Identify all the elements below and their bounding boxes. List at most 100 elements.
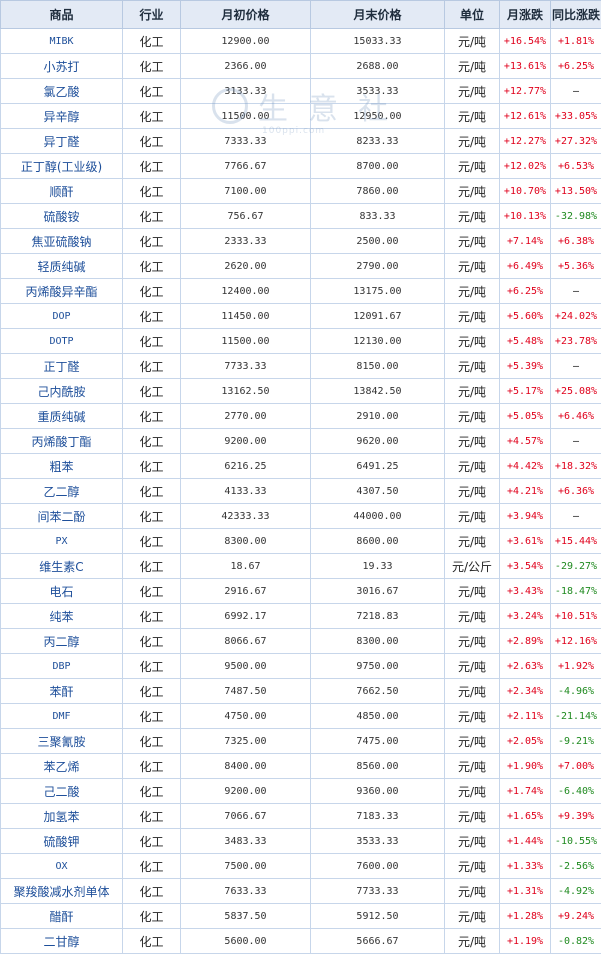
product-name-link[interactable]: DBP: [1, 654, 123, 679]
product-name-link[interactable]: 己二酸: [1, 779, 123, 804]
industry-cell: 化工: [123, 629, 181, 654]
end-price-cell: 7860.00: [311, 179, 445, 204]
yoy-change-cell: -18.47%: [551, 579, 601, 604]
industry-cell: 化工: [123, 204, 181, 229]
unit-cell: 元/吨: [445, 379, 500, 404]
product-name-link[interactable]: 重质纯碱: [1, 404, 123, 429]
product-name-link[interactable]: 异辛醇: [1, 104, 123, 129]
product-name-link[interactable]: 异丁醛: [1, 129, 123, 154]
product-name-link[interactable]: 电石: [1, 579, 123, 604]
product-name-link[interactable]: 硫酸铵: [1, 204, 123, 229]
monthly-change-cell: +1.33%: [500, 854, 551, 879]
yoy-change-cell: -4.92%: [551, 879, 601, 904]
product-name-link[interactable]: 丙二醇: [1, 629, 123, 654]
industry-cell: 化工: [123, 579, 181, 604]
product-name-link[interactable]: 丙烯酸异辛酯: [1, 279, 123, 304]
product-name-link[interactable]: 粗苯: [1, 454, 123, 479]
product-name-link[interactable]: 二甘醇: [1, 929, 123, 954]
start-price-cell: 7333.33: [181, 129, 311, 154]
product-name-link[interactable]: 丙烯酸丁酯: [1, 429, 123, 454]
product-name-link[interactable]: DOP: [1, 304, 123, 329]
product-name-link[interactable]: 聚羧酸减水剂单体: [1, 879, 123, 904]
monthly-change-cell: +3.94%: [500, 504, 551, 529]
unit-cell: 元/吨: [445, 104, 500, 129]
monthly-change-cell: +3.61%: [500, 529, 551, 554]
start-price-cell: 11500.00: [181, 329, 311, 354]
product-name-link[interactable]: 三聚氰胺: [1, 729, 123, 754]
end-price-cell: 12091.67: [311, 304, 445, 329]
industry-cell: 化工: [123, 329, 181, 354]
unit-cell: 元/吨: [445, 154, 500, 179]
yoy-change-cell: +6.53%: [551, 154, 601, 179]
product-name-link[interactable]: 维生素C: [1, 554, 123, 579]
product-name-link[interactable]: 苯酐: [1, 679, 123, 704]
industry-cell: 化工: [123, 529, 181, 554]
end-price-cell: 44000.00: [311, 504, 445, 529]
start-price-cell: 12400.00: [181, 279, 311, 304]
product-name-link[interactable]: 间苯二酚: [1, 504, 123, 529]
product-name-link[interactable]: OX: [1, 854, 123, 879]
yoy-change-cell: +9.24%: [551, 904, 601, 929]
industry-cell: 化工: [123, 904, 181, 929]
industry-cell: 化工: [123, 479, 181, 504]
industry-cell: 化工: [123, 854, 181, 879]
end-price-cell: 3016.67: [311, 579, 445, 604]
monthly-change-cell: +5.39%: [500, 354, 551, 379]
product-name-link[interactable]: 焦亚硫酸钠: [1, 229, 123, 254]
product-name-link[interactable]: MIBK: [1, 29, 123, 54]
product-name-link[interactable]: 正丁醇(工业级): [1, 154, 123, 179]
start-price-cell: 2770.00: [181, 404, 311, 429]
product-name-link[interactable]: 苯乙烯: [1, 754, 123, 779]
industry-cell: 化工: [123, 604, 181, 629]
product-name-link[interactable]: 正丁醛: [1, 354, 123, 379]
yoy-change-cell: +6.36%: [551, 479, 601, 504]
unit-cell: 元/吨: [445, 304, 500, 329]
product-name-link[interactable]: 轻质纯碱: [1, 254, 123, 279]
end-price-cell: 2790.00: [311, 254, 445, 279]
industry-cell: 化工: [123, 129, 181, 154]
monthly-change-cell: +12.77%: [500, 79, 551, 104]
product-name-link[interactable]: 顺酐: [1, 179, 123, 204]
product-name-link[interactable]: 小苏打: [1, 54, 123, 79]
start-price-cell: 11500.00: [181, 104, 311, 129]
product-name-link[interactable]: 醋酐: [1, 904, 123, 929]
unit-cell: 元/吨: [445, 629, 500, 654]
product-name-link[interactable]: 加氢苯: [1, 804, 123, 829]
industry-cell: 化工: [123, 54, 181, 79]
unit-cell: 元/公斤: [445, 554, 500, 579]
product-name-link[interactable]: 乙二醇: [1, 479, 123, 504]
unit-cell: 元/吨: [445, 54, 500, 79]
product-name-link[interactable]: 己内酰胺: [1, 379, 123, 404]
start-price-cell: 7066.67: [181, 804, 311, 829]
header-end-price[interactable]: 月末价格: [311, 1, 445, 29]
monthly-change-cell: +16.54%: [500, 29, 551, 54]
product-name-link[interactable]: 氯乙酸: [1, 79, 123, 104]
unit-cell: 元/吨: [445, 404, 500, 429]
header-industry[interactable]: 行业: [123, 1, 181, 29]
unit-cell: 元/吨: [445, 129, 500, 154]
product-name-link[interactable]: 硫酸钾: [1, 829, 123, 854]
header-yoy-change[interactable]: 同比涨跌: [551, 1, 601, 29]
monthly-change-cell: +5.05%: [500, 404, 551, 429]
industry-cell: 化工: [123, 229, 181, 254]
yoy-change-cell: -29.27%: [551, 554, 601, 579]
industry-cell: 化工: [123, 354, 181, 379]
header-unit[interactable]: 单位: [445, 1, 500, 29]
header-product[interactable]: 商品: [1, 1, 123, 29]
monthly-change-cell: +1.44%: [500, 829, 551, 854]
industry-cell: 化工: [123, 829, 181, 854]
unit-cell: 元/吨: [445, 729, 500, 754]
start-price-cell: 2366.00: [181, 54, 311, 79]
product-name-link[interactable]: 纯苯: [1, 604, 123, 629]
product-name-link[interactable]: PX: [1, 529, 123, 554]
start-price-cell: 7633.33: [181, 879, 311, 904]
header-start-price[interactable]: 月初价格: [181, 1, 311, 29]
header-monthly-change[interactable]: 月涨跌: [500, 1, 551, 29]
product-name-link[interactable]: DMF: [1, 704, 123, 729]
product-name-link[interactable]: DOTP: [1, 329, 123, 354]
